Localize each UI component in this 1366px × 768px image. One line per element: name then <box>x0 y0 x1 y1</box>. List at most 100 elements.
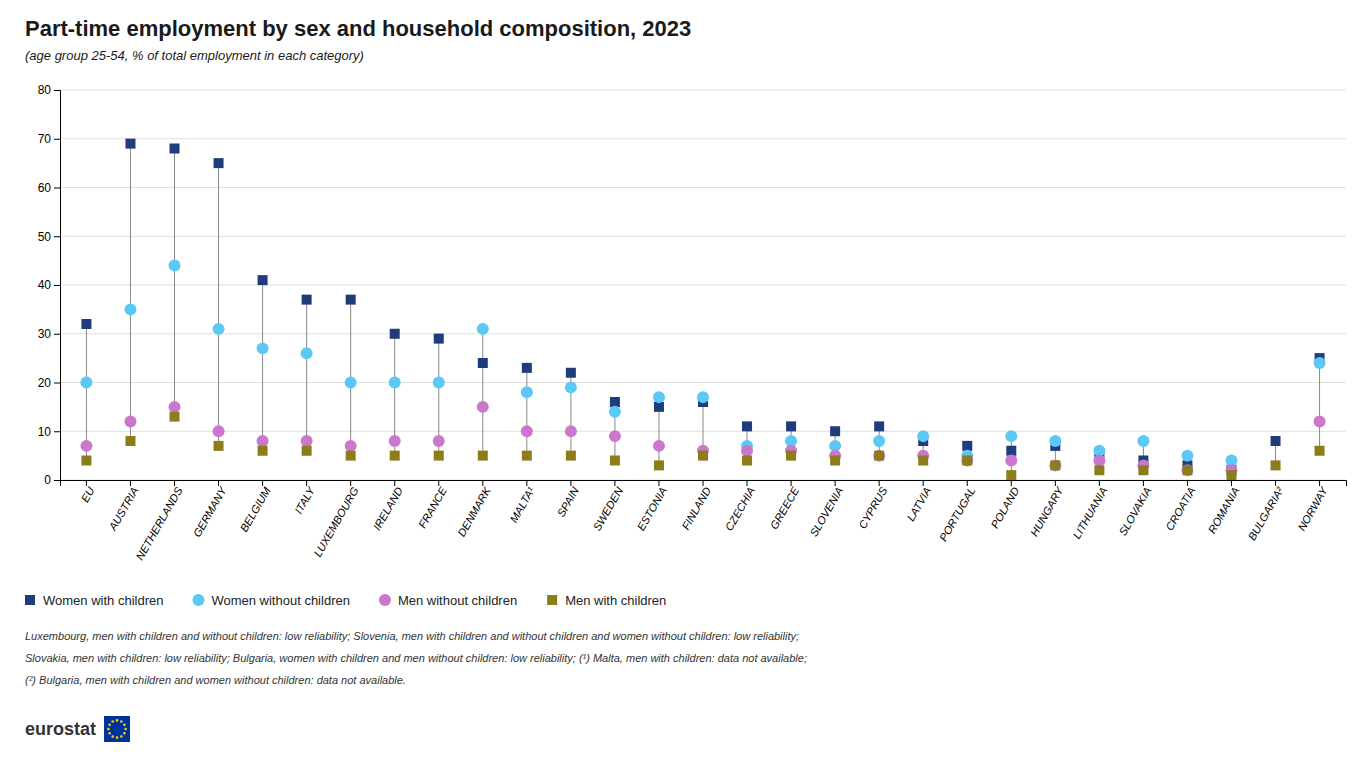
point <box>125 139 135 149</box>
x-tick: ITALY <box>292 480 317 516</box>
y-tick: 10 <box>38 425 60 439</box>
x-tick-label: LUXEMBOURG <box>311 485 361 559</box>
point <box>124 416 136 428</box>
logo-star <box>123 732 126 735</box>
point <box>258 446 268 456</box>
point <box>434 334 444 344</box>
point <box>390 329 400 339</box>
y-tick-label: 60 <box>38 181 52 195</box>
point <box>698 451 708 461</box>
x-tick-label: NORWAY <box>1295 484 1330 532</box>
x-tick-label: PORTUGAL <box>937 485 978 543</box>
point <box>389 377 401 389</box>
point <box>917 430 929 442</box>
x-tick-label: NETHERLANDS <box>133 484 185 562</box>
point <box>609 430 621 442</box>
x-tick: GERMANY <box>191 480 230 539</box>
point <box>390 451 400 461</box>
point <box>873 435 885 447</box>
point <box>214 441 224 451</box>
y-tick-label: 0 <box>44 473 51 487</box>
point <box>1006 446 1016 456</box>
x-tick-label: FRANCE <box>416 484 449 530</box>
connector <box>262 280 263 451</box>
x-tick: FRANCE <box>416 480 449 530</box>
point <box>258 275 268 285</box>
point <box>1314 357 1326 369</box>
point <box>786 421 796 431</box>
point <box>1314 416 1326 428</box>
x-tick: DENMARK <box>455 480 493 539</box>
point <box>302 446 312 456</box>
x-tick-label: IRELAND <box>371 485 405 532</box>
x-tick: ESTONIA <box>635 480 669 533</box>
y-tick: 80 <box>38 83 60 97</box>
point <box>345 377 357 389</box>
legend-swatch <box>192 594 204 606</box>
series <box>81 139 1324 476</box>
chart: Part-time employment by sex and househol… <box>0 0 1366 768</box>
point <box>522 363 532 373</box>
logo-star <box>123 723 126 726</box>
x-tick-label: CZECHIA <box>723 485 758 533</box>
y-tick: 40 <box>38 278 60 292</box>
x-tick: CYPRUS <box>856 480 890 531</box>
x-tick-label: SWEDEN <box>591 485 626 533</box>
point <box>1138 465 1148 475</box>
point <box>697 391 709 403</box>
point <box>213 425 225 437</box>
series <box>80 401 1325 476</box>
series <box>81 412 1324 480</box>
connector <box>526 368 527 456</box>
point <box>874 421 884 431</box>
x-tick-label: CROATIA <box>1163 485 1197 533</box>
point <box>389 435 401 447</box>
legend-label: Women without children <box>211 593 350 608</box>
connector <box>218 163 219 446</box>
point <box>1182 465 1192 475</box>
x-tick-label: POLAND <box>988 485 1021 530</box>
x-tick: SWEDEN <box>591 480 626 533</box>
grid-line <box>60 236 1346 237</box>
x-tick: IRELAND <box>371 480 405 532</box>
x-tick: NETHERLANDS <box>133 480 185 562</box>
connector <box>482 329 483 456</box>
y-tick-label: 10 <box>38 425 52 439</box>
point <box>1181 450 1193 462</box>
y-tick: 60 <box>38 181 60 195</box>
point <box>1137 435 1149 447</box>
x-tick: FINLAND <box>679 480 713 532</box>
logo-star <box>116 719 119 722</box>
x-tick: SLOVENIA <box>807 480 845 539</box>
x-tick: AUSTRIA <box>106 480 141 533</box>
grid-line <box>60 138 1346 139</box>
point <box>301 435 313 447</box>
point <box>565 381 577 393</box>
point <box>521 425 533 437</box>
point <box>433 377 445 389</box>
y-tick: 0 <box>44 473 60 487</box>
x-tick: GREECE <box>768 480 802 531</box>
point <box>566 368 576 378</box>
x-axis: EUAUSTRIANETHERLANDSGERMANYBELGIUMITALYL… <box>61 480 1347 562</box>
point <box>1005 430 1017 442</box>
x-tick-label: LITHUANIA <box>1070 485 1109 541</box>
x-tick-label: HUNGARY <box>1028 484 1066 538</box>
logo-star <box>107 728 110 731</box>
point <box>1093 455 1105 467</box>
point <box>257 342 269 354</box>
legend-swatch <box>25 595 35 605</box>
logo-star <box>108 732 111 735</box>
grid-line <box>60 187 1346 188</box>
point <box>961 455 973 467</box>
x-tick: NORWAY <box>1295 480 1330 533</box>
x-tick: LUXEMBOURG <box>311 480 361 559</box>
y-tick-mark <box>54 90 60 91</box>
grid <box>60 90 1346 480</box>
y-tick-label: 80 <box>38 83 52 97</box>
subtitle: (age group 25-54, % of total employment … <box>25 48 364 63</box>
point <box>477 401 489 413</box>
connector <box>130 144 131 441</box>
x-tick: LATVIA <box>904 480 933 523</box>
logo <box>104 716 130 742</box>
